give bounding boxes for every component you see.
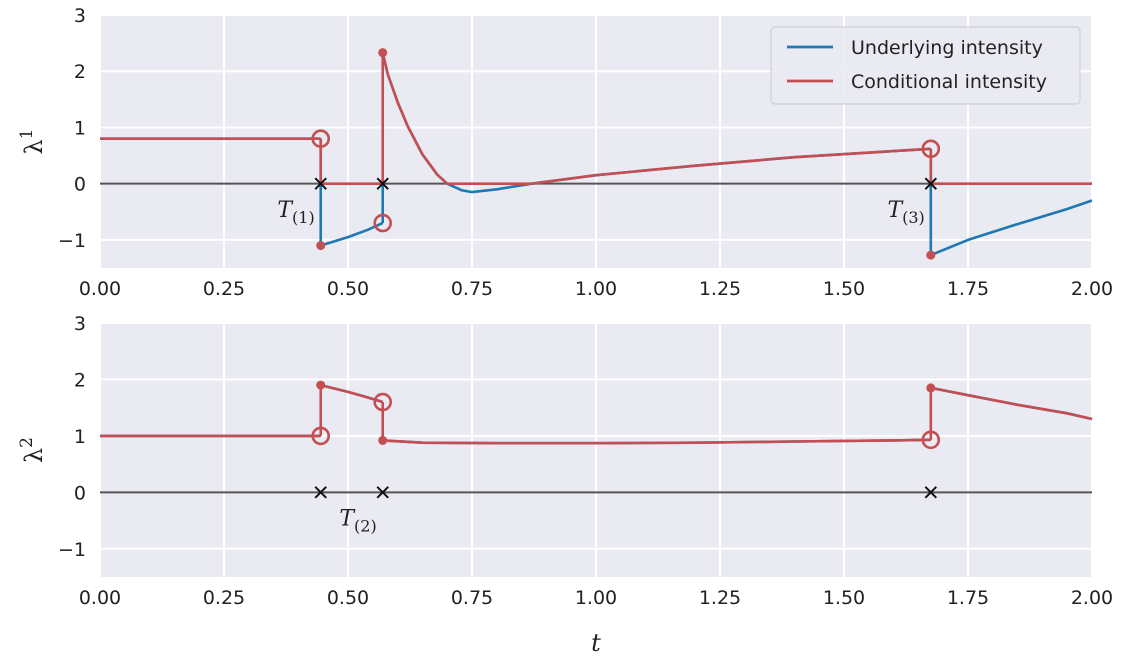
event-cross [924, 177, 938, 190]
x-tick-label: 0.00 [79, 587, 121, 609]
event-cross [376, 486, 389, 499]
legend-label: Conditional intensity [851, 71, 1047, 93]
y-tick-label: 3 [74, 5, 86, 27]
x-tick-label: 0.00 [79, 278, 121, 300]
open-marker [921, 139, 941, 159]
y-tick-label: 1 [74, 117, 86, 139]
event-annotation: T(2) [339, 507, 376, 536]
open-marker [311, 426, 331, 446]
x-tick-label: 1.50 [823, 278, 865, 300]
x-tick-label: 1.25 [699, 587, 741, 609]
x-tick-label: 1.75 [947, 587, 989, 609]
x-tick-label: 0.75 [451, 587, 493, 609]
subplot-1: 0.00 0.25 0.50 0.75 1.00 1.25 1.50 1.75 2.00 −1 0 1… [17, 5, 1113, 300]
underlying-intensity-segment [930, 199, 1093, 257]
closed-marker [316, 380, 326, 390]
legend-label: Underlying intensity [851, 37, 1043, 59]
closed-marker [926, 250, 936, 260]
legend: Underlying intensity Conditional intensit… [770, 26, 1081, 105]
event-cross [376, 177, 389, 190]
open-marker [373, 392, 393, 412]
x-tick-label: 1.25 [699, 278, 741, 300]
x-tick-label: 2.00 [1071, 278, 1113, 300]
legend-box [770, 26, 1081, 105]
y-tick-label: −1 [58, 539, 86, 561]
x-tick-label: 1.00 [575, 587, 617, 609]
x-tick-label: 2.00 [1071, 587, 1113, 609]
x-tick-label: 1.50 [823, 587, 865, 609]
conditional-intensity-segment [382, 438, 931, 445]
x-tick-label: 0.25 [203, 587, 245, 609]
subplot-2: 0.00 0.25 0.50 0.75 1.00 1.25 1.50 1.75 2.00 −1 0 1… [17, 313, 1113, 657]
closed-marker [926, 383, 936, 393]
y-axis-label: λ2 [17, 437, 48, 463]
event-cross [924, 486, 938, 499]
x-tick-label: 0.25 [203, 278, 245, 300]
y-tick-label: 3 [74, 313, 86, 335]
open-marker [373, 213, 393, 233]
open-marker [311, 129, 331, 148]
x-tick-label: 0.50 [327, 587, 369, 609]
event-annotation: T(3) [887, 198, 924, 227]
conditional-intensity-segment [930, 386, 1093, 421]
closed-marker [378, 48, 388, 58]
y-axis-label: λ1 [17, 128, 48, 154]
x-tick-label: 0.75 [451, 278, 493, 300]
x-axis-label: t [591, 629, 601, 657]
closed-marker [316, 241, 326, 251]
y-tick-label: −1 [58, 230, 86, 252]
x-tick-label: 1.00 [575, 278, 617, 300]
event-cross [314, 177, 327, 190]
y-tick-label: 2 [74, 61, 86, 83]
x-tick-label: 0.50 [327, 278, 369, 300]
event-annotation: T(1) [277, 198, 314, 227]
conditional-intensity-segment [381, 52, 931, 185]
y-tick-label: 0 [74, 174, 86, 196]
y-tick-label: 2 [74, 369, 86, 391]
x-tick-label: 1.75 [947, 278, 989, 300]
open-marker [921, 430, 941, 450]
event-cross [314, 486, 327, 499]
y-tick-label: 0 [74, 482, 86, 504]
y-tick-label: 1 [74, 426, 86, 448]
closed-marker [378, 435, 388, 445]
